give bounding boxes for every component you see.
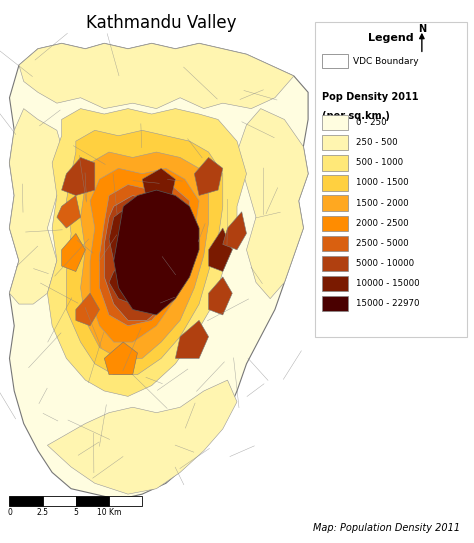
Bar (76, 496, 109, 506)
Text: 15000 - 22970: 15000 - 22970 (356, 299, 419, 308)
Text: Pop Density 2011: Pop Density 2011 (322, 92, 419, 102)
Bar (109, 496, 142, 506)
Text: 2000 - 2500: 2000 - 2500 (356, 219, 408, 228)
Polygon shape (209, 228, 232, 272)
Polygon shape (142, 168, 175, 201)
Bar (322, 155, 348, 171)
Polygon shape (175, 320, 209, 358)
Text: 10 Km: 10 Km (97, 508, 121, 517)
Bar (322, 276, 348, 291)
Text: Legend: Legend (368, 33, 414, 42)
Polygon shape (90, 168, 199, 342)
Polygon shape (62, 157, 95, 195)
Text: 500 - 1000: 500 - 1000 (356, 159, 402, 167)
Text: 250 - 500: 250 - 500 (356, 138, 397, 147)
Polygon shape (209, 277, 232, 315)
Polygon shape (109, 206, 161, 272)
Text: N: N (418, 24, 426, 34)
Text: Kathmandu Valley: Kathmandu Valley (86, 14, 237, 31)
Polygon shape (9, 43, 308, 500)
Text: 10000 - 15000: 10000 - 15000 (356, 279, 419, 288)
Bar (322, 54, 348, 68)
Bar (322, 256, 348, 271)
Text: 0: 0 (7, 508, 12, 517)
Bar (322, 175, 348, 191)
Bar (43, 496, 76, 506)
Bar (322, 296, 348, 311)
Polygon shape (81, 152, 209, 358)
Bar (322, 216, 348, 231)
Text: 1000 - 1500: 1000 - 1500 (356, 179, 408, 187)
Text: 0 - 250: 0 - 250 (356, 118, 386, 127)
Polygon shape (223, 212, 246, 250)
Polygon shape (62, 233, 85, 272)
Polygon shape (237, 109, 308, 299)
Text: 5000 - 10000: 5000 - 10000 (356, 259, 414, 268)
Polygon shape (100, 185, 190, 326)
Polygon shape (19, 43, 294, 109)
Polygon shape (194, 157, 223, 195)
Polygon shape (9, 109, 66, 304)
Text: (per sq.km.): (per sq.km.) (322, 111, 390, 121)
Polygon shape (161, 217, 185, 255)
Text: VDC Boundary: VDC Boundary (353, 57, 419, 66)
Bar (322, 135, 348, 150)
Text: 2.5: 2.5 (36, 508, 49, 517)
Polygon shape (104, 195, 185, 320)
Polygon shape (114, 190, 199, 315)
Polygon shape (57, 195, 81, 228)
Polygon shape (109, 261, 147, 304)
Text: Map: Population Density 2011: Map: Population Density 2011 (313, 523, 460, 533)
Text: 1500 - 2000: 1500 - 2000 (356, 199, 408, 207)
Bar (315, 22, 467, 337)
Bar (9, 496, 43, 506)
Polygon shape (66, 130, 223, 375)
Bar (322, 115, 348, 130)
Polygon shape (47, 109, 246, 396)
Text: 2500 - 5000: 2500 - 5000 (356, 239, 408, 248)
Text: 5: 5 (73, 508, 78, 517)
Polygon shape (76, 293, 100, 326)
Polygon shape (104, 342, 137, 375)
Bar (322, 236, 348, 251)
Bar (322, 195, 348, 211)
Polygon shape (47, 380, 237, 494)
